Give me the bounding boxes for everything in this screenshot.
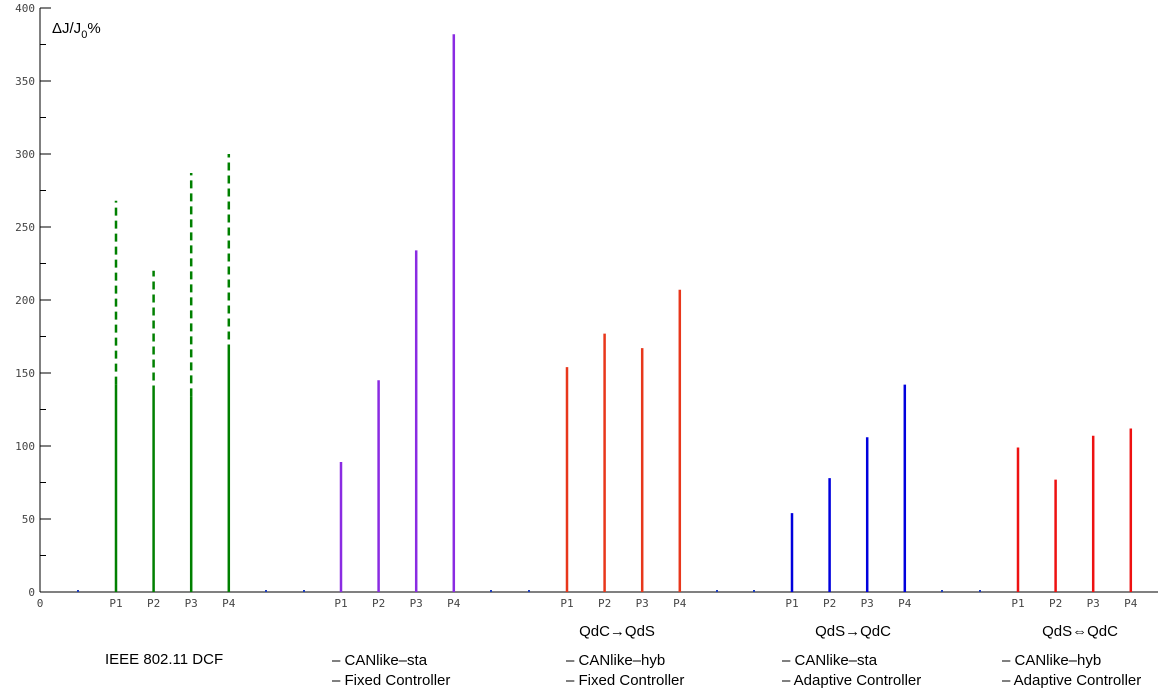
x-tick-label: P3 xyxy=(1087,597,1100,610)
x-tick-label: P3 xyxy=(410,597,423,610)
x-tick-label: P4 xyxy=(898,597,912,610)
y-axis-label: ΔJ/J0% xyxy=(52,20,101,41)
group-legend-line: – Adaptive Controller xyxy=(782,672,921,689)
y-axis-label-sub: 0 xyxy=(81,29,87,41)
y-tick-label: 350 xyxy=(15,75,35,88)
group-title: QdC→QdS xyxy=(579,623,655,640)
y-axis-label-tail: % xyxy=(87,20,100,37)
x-tick-label: P1 xyxy=(109,597,122,610)
y-tick-label: 200 xyxy=(15,294,35,307)
group-title: QdS→QdC xyxy=(815,623,891,640)
x-tick-label: P3 xyxy=(185,597,198,610)
x-tick-label: P4 xyxy=(673,597,687,610)
x-tick-label: P2 xyxy=(372,597,385,610)
x-tick-label: P3 xyxy=(636,597,649,610)
labels: 0 P1 P2 P3 P4 IEEE 802.11 DCF P1 P2 P3 P4 – CANlik… xyxy=(37,597,1142,689)
x-tick-label: P4 xyxy=(447,597,461,610)
group-legend-line: – CANlike–sta xyxy=(332,652,428,669)
x-tick-label: P1 xyxy=(334,597,347,610)
x-tick-label: P4 xyxy=(1124,597,1138,610)
group-legend-line: – CANlike–hyb xyxy=(1002,652,1101,669)
group-legend-line: – Adaptive Controller xyxy=(1002,672,1141,689)
group-legend-line: – Fixed Controller xyxy=(566,672,684,689)
x-tick-label: P2 xyxy=(598,597,611,610)
x-tick-label: P2 xyxy=(1049,597,1062,610)
axes: 0 50 100 150 200 250 300 350 400 xyxy=(15,2,1158,599)
y-tick-label: 50 xyxy=(22,513,35,526)
y-tick-label: 400 xyxy=(15,2,35,15)
x-tick-label: P2 xyxy=(823,597,836,610)
x-tick-label: P1 xyxy=(785,597,798,610)
x-tick-label: P3 xyxy=(861,597,874,610)
y-tick-label: 300 xyxy=(15,148,35,161)
x-tick-label: P1 xyxy=(1011,597,1024,610)
group-legend-line: IEEE 802.11 DCF xyxy=(105,651,223,668)
x-tick-label: P4 xyxy=(222,597,236,610)
x-zero-label: 0 xyxy=(37,597,44,610)
y-tick-label: 250 xyxy=(15,221,35,234)
y-tick-label: 0 xyxy=(28,586,35,599)
group-title: QdS⇔QdC xyxy=(1042,623,1118,640)
y-axis-label-main: ΔJ/J xyxy=(52,20,81,37)
bars xyxy=(77,34,1133,592)
group-legend-line: – Fixed Controller xyxy=(332,672,450,689)
y-tick-label: 100 xyxy=(15,440,35,453)
x-tick-label: P1 xyxy=(560,597,573,610)
group-legend-line: – CANlike–hyb xyxy=(566,652,665,669)
group-legend-line: – CANlike–sta xyxy=(782,652,878,669)
x-tick-label: P2 xyxy=(147,597,160,610)
y-tick-label: 150 xyxy=(15,367,35,380)
